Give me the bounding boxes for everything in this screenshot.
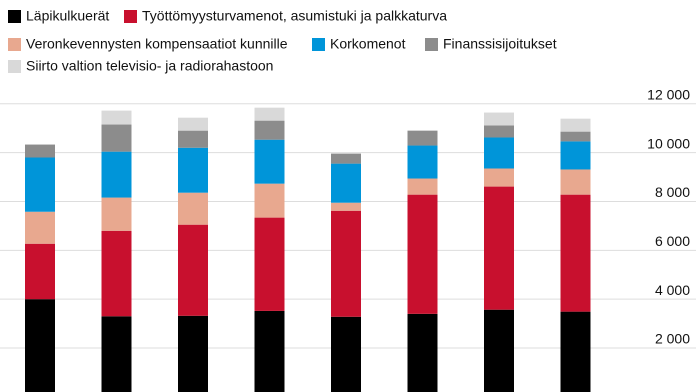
- bar-segment: [25, 299, 55, 392]
- bar-segment: [484, 137, 514, 169]
- bar-segment: [254, 139, 285, 184]
- y-tick-label: 12 000: [647, 86, 690, 102]
- legend-label: Läpikulkuerät: [26, 8, 109, 24]
- y-tick-label: 6 000: [655, 233, 690, 249]
- legend-label: Veronkevennysten kompensaatiot kunnille: [26, 36, 288, 52]
- bar-segment: [331, 210, 361, 317]
- bar-segment: [178, 224, 208, 316]
- legend-label: Työttömyysturvamenot, asumistuki ja palk…: [142, 8, 447, 24]
- bar-segment: [407, 313, 438, 392]
- bar-segment: [254, 310, 285, 392]
- legend-label: Finanssisijoitukset: [443, 36, 557, 52]
- bar-segment: [101, 316, 132, 392]
- bar-segment: [254, 107, 285, 121]
- bar-segment: [484, 309, 514, 392]
- bar-segment: [560, 131, 591, 142]
- bar-segment: [25, 157, 55, 212]
- bar-segment: [560, 118, 591, 132]
- bar-segment: [178, 315, 208, 392]
- bar-segment: [25, 211, 55, 244]
- bar-segment: [101, 151, 132, 198]
- bar-segment: [560, 194, 591, 312]
- legend-swatch: [8, 38, 21, 51]
- bar-segment: [178, 130, 208, 148]
- legend-swatch: [8, 10, 21, 23]
- bar-segment: [254, 217, 285, 311]
- bar-segment: [101, 230, 132, 317]
- legend-label: Korkomenot: [330, 36, 406, 52]
- bar-segment: [484, 168, 514, 187]
- bar-segment: [484, 186, 514, 310]
- bar-segment: [407, 194, 438, 314]
- y-tick-label: 10 000: [647, 135, 690, 151]
- bar-segment: [178, 117, 208, 131]
- legend-label: Siirto valtion televisio- ja radiorahast…: [26, 58, 273, 74]
- bar-segment: [407, 130, 438, 146]
- bar-segment: [178, 192, 208, 225]
- bar-segment: [331, 153, 361, 164]
- bar-segment: [254, 183, 285, 218]
- legend-swatch: [124, 10, 137, 23]
- y-tick-label: 2 000: [655, 331, 690, 347]
- legend-swatch: [8, 60, 21, 73]
- bar-segment: [484, 112, 514, 126]
- legend-swatch: [425, 38, 438, 51]
- bar-segment: [254, 120, 285, 140]
- y-tick-label: 4 000: [655, 282, 690, 298]
- bar-segment: [25, 243, 55, 300]
- bar-segment: [101, 197, 132, 231]
- bar-segment: [407, 178, 438, 195]
- y-tick-label: 8 000: [655, 184, 690, 200]
- legend-swatch: [312, 38, 325, 51]
- bar-segment: [331, 316, 361, 392]
- bar-segment: [331, 202, 361, 211]
- bar-segment: [331, 163, 361, 203]
- bar-segment: [560, 311, 591, 392]
- bar-segment: [484, 125, 514, 138]
- bar-segment: [560, 141, 591, 170]
- bar-segment: [101, 110, 132, 125]
- bar-segment: [25, 144, 55, 158]
- bar-segment: [407, 145, 438, 179]
- bar-segment: [101, 124, 132, 152]
- bar-segment: [560, 169, 591, 195]
- bar-segment: [178, 147, 208, 193]
